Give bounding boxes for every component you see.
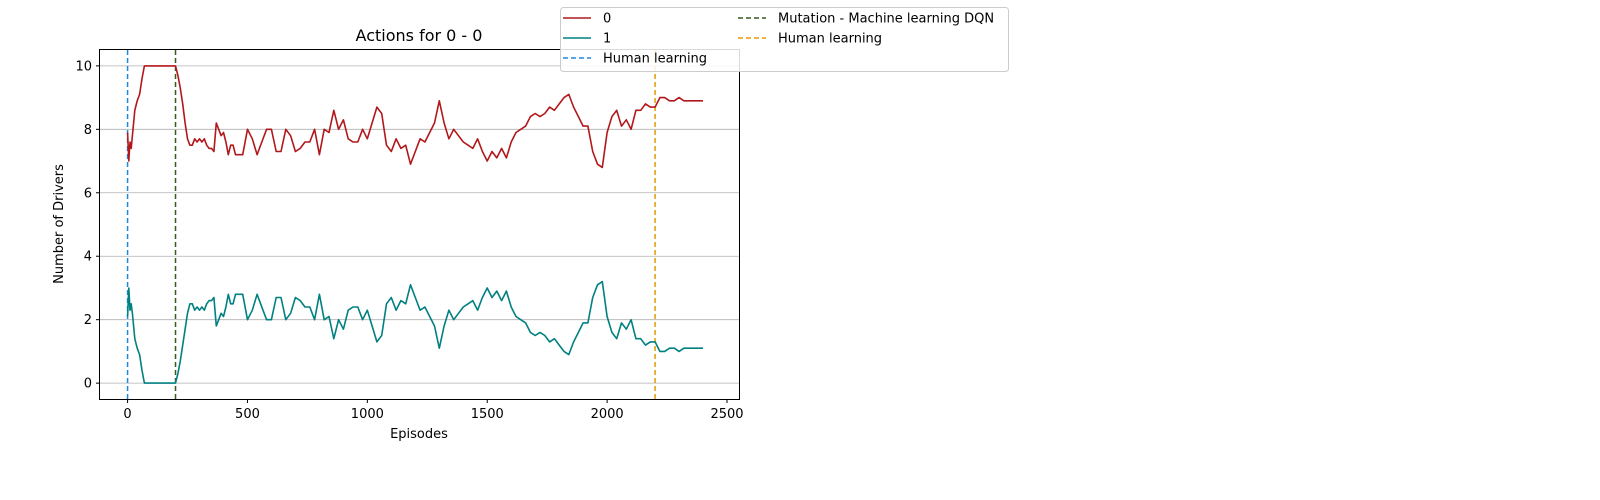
legend-label: Human learning bbox=[778, 32, 882, 47]
y-tick-label: 8 bbox=[84, 123, 92, 138]
chart-title: Actions for 0 - 0 bbox=[356, 26, 483, 45]
y-tick-label: 2 bbox=[84, 313, 92, 328]
legend-label: 0 bbox=[603, 12, 611, 27]
legend-label: Human learning bbox=[603, 52, 707, 67]
grid bbox=[100, 65, 739, 384]
y-tick-label: 6 bbox=[84, 186, 92, 201]
x-tick-label: 1000 bbox=[351, 407, 384, 422]
x-axis: 0 500 1000 1500 2000 2500 bbox=[123, 399, 744, 422]
x-axis-label: Episodes bbox=[390, 427, 448, 442]
x-tick-label: 2500 bbox=[710, 407, 743, 422]
y-tick-label: 10 bbox=[75, 59, 92, 74]
legend-label: 1 bbox=[603, 32, 611, 47]
x-tick-label: 1500 bbox=[471, 407, 504, 422]
x-tick-label: 2000 bbox=[591, 407, 624, 422]
vertical-markers bbox=[126, 50, 656, 399]
legend-label: Mutation - Machine learning DQN bbox=[778, 12, 994, 27]
plot-frame bbox=[99, 49, 740, 400]
x-tick-label: 0 bbox=[123, 407, 131, 422]
legend: 0 1 Human learning Mutation - Machine learn… bbox=[560, 7, 1009, 72]
series-lines bbox=[126, 65, 703, 384]
series-line-0 bbox=[126, 65, 703, 169]
y-tick-label: 0 bbox=[84, 377, 92, 392]
legend-frame bbox=[560, 7, 1009, 72]
y-axis: 0 2 4 6 8 10 bbox=[75, 59, 100, 392]
series-line-1 bbox=[126, 280, 703, 384]
y-tick-label: 4 bbox=[84, 250, 92, 265]
x-tick-label: 500 bbox=[235, 407, 260, 422]
y-axis-label: Number of Drivers bbox=[52, 164, 67, 284]
